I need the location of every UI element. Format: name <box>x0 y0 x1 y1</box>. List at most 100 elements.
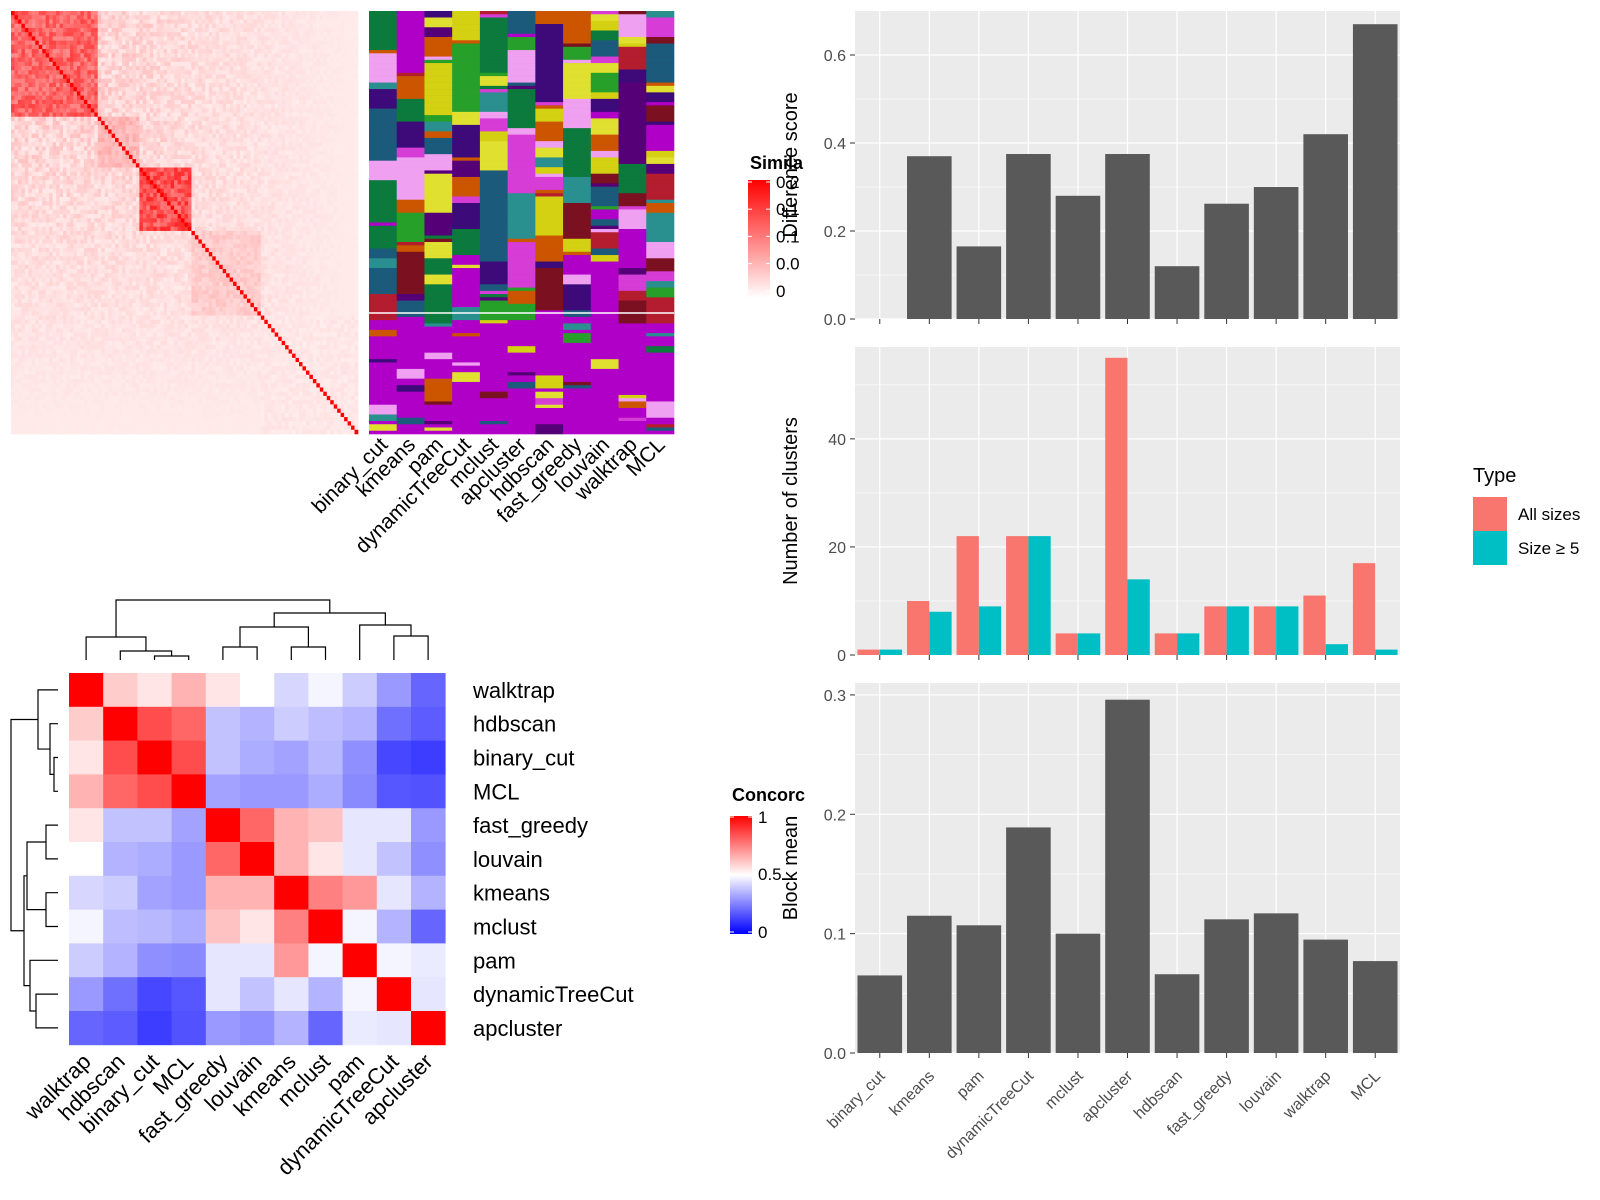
similarity-cell <box>160 19 164 24</box>
similarity-cell <box>250 163 255 168</box>
similarity-cell <box>69 40 74 46</box>
similarity-cell <box>236 201 241 206</box>
similarity-cell <box>83 82 88 88</box>
similarity-cell <box>174 171 178 177</box>
similarity-cell <box>111 99 116 105</box>
similarity-cell <box>260 192 265 198</box>
similarity-cell <box>11 159 15 164</box>
similarity-cell <box>184 209 189 215</box>
similarity-cell <box>42 209 46 215</box>
similarity-cell <box>229 104 234 109</box>
similarity-cell <box>267 91 272 96</box>
similarity-cell <box>63 125 67 130</box>
similarity-cell <box>21 159 26 164</box>
similarity-cell <box>97 70 102 75</box>
similarity-cell <box>52 150 57 156</box>
similarity-cell <box>246 184 251 189</box>
similarity-cell <box>323 129 328 134</box>
similarity-cell <box>115 65 119 71</box>
similarity-cell <box>167 91 171 96</box>
similarity-cell <box>52 129 57 134</box>
similarity-cell <box>63 175 67 181</box>
similarity-cell <box>153 27 158 33</box>
similarity-cell <box>226 78 230 84</box>
similarity-cell <box>205 87 210 92</box>
similarity-cell <box>285 146 289 151</box>
similarity-cell <box>28 87 33 92</box>
similarity-cell <box>312 120 317 126</box>
similarity-cell <box>14 87 19 92</box>
similarity-cell <box>323 197 328 202</box>
similarity-cell <box>73 146 78 151</box>
similarity-cell <box>184 129 189 134</box>
similarity-cell <box>160 171 164 177</box>
similarity-cell <box>170 32 175 37</box>
similarity-cell <box>174 108 178 113</box>
similarity-cell <box>278 61 282 67</box>
similarity-cell <box>181 159 185 164</box>
similarity-cell <box>90 70 95 75</box>
similarity-cell <box>94 53 99 58</box>
similarity-cell <box>149 65 154 71</box>
similarity-cell <box>305 163 310 168</box>
similarity-cell <box>156 146 161 151</box>
similarity-cell <box>236 74 241 79</box>
similarity-cell <box>319 87 324 92</box>
similarity-cell <box>215 23 220 29</box>
similarity-cell <box>309 99 314 105</box>
similarity-cell <box>108 53 112 58</box>
similarity-cell <box>160 32 164 37</box>
similarity-cell <box>59 201 64 206</box>
similarity-cell <box>285 44 289 50</box>
similarity-cell <box>132 192 137 198</box>
similarity-cell <box>160 91 164 96</box>
similarity-cell <box>125 146 130 151</box>
similarity-cell <box>139 27 144 33</box>
similarity-cell <box>222 129 227 134</box>
similarity-cell <box>115 15 119 20</box>
similarity-cell <box>233 167 237 173</box>
similarity-cell <box>139 129 144 134</box>
similarity-cell <box>184 104 189 109</box>
similarity-cell <box>215 201 220 206</box>
similarity-cell <box>177 32 182 37</box>
similarity-cell <box>167 19 171 24</box>
similarity-cell <box>194 192 199 198</box>
similarity-cell <box>153 74 158 79</box>
similarity-cell <box>347 40 352 46</box>
similarity-cell <box>281 70 286 75</box>
similarity-cell <box>285 57 289 63</box>
similarity-cell <box>243 87 248 92</box>
similarity-cell <box>167 49 171 54</box>
similarity-cell <box>90 205 95 211</box>
similarity-cell <box>250 214 255 219</box>
similarity-cell <box>139 159 144 164</box>
similarity-cell <box>73 125 78 130</box>
similarity-cell <box>115 27 119 33</box>
similarity-cell <box>97 188 102 194</box>
similarity-cell <box>302 171 307 177</box>
similarity-cell <box>108 87 112 92</box>
similarity-cell <box>316 184 321 189</box>
similarity-cell <box>14 40 19 46</box>
similarity-cell <box>219 82 223 88</box>
similarity-cell <box>115 116 119 122</box>
similarity-cell <box>222 104 227 109</box>
similarity-cell <box>163 82 168 88</box>
similarity-cell <box>142 188 147 194</box>
similarity-cell <box>246 70 251 75</box>
similarity-cell <box>201 91 206 96</box>
similarity-cell <box>281 91 286 96</box>
similarity-cell <box>351 36 355 41</box>
similarity-cell <box>73 116 78 122</box>
similarity-cell <box>264 184 269 189</box>
similarity-cell <box>285 11 289 16</box>
similarity-cell <box>149 108 154 113</box>
similarity-cell <box>118 142 123 147</box>
similarity-cell <box>226 57 230 63</box>
similarity-cell <box>205 188 210 194</box>
similarity-cell <box>42 65 46 71</box>
similarity-cell <box>333 159 338 164</box>
similarity-cell <box>94 91 99 96</box>
similarity-cell <box>198 197 203 202</box>
